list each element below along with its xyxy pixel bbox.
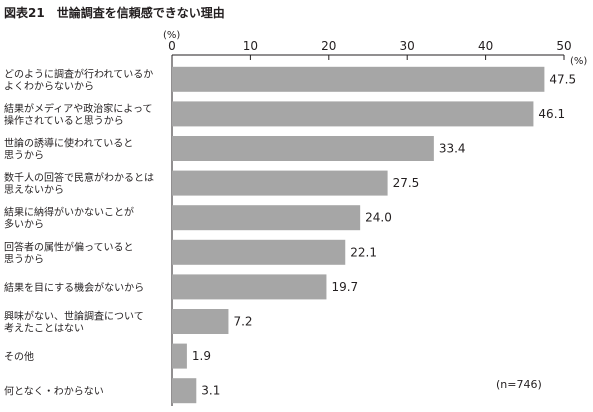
bar bbox=[172, 170, 388, 196]
category-label: 思えないから bbox=[4, 184, 64, 196]
x-tick-label: 50 bbox=[556, 39, 571, 53]
bar-value-label: 47.5 bbox=[549, 72, 576, 86]
category-labels: どのように調査が行われているかよくわからないから結果がメディアや政治家によって操… bbox=[4, 67, 154, 397]
category-label: どのように調査が行われているか bbox=[4, 67, 153, 80]
category-label: 世論の誘導に使われていると bbox=[4, 137, 133, 150]
category-label: 思うから bbox=[4, 150, 44, 162]
x-tick-label: 0 bbox=[168, 39, 176, 53]
bars bbox=[172, 66, 545, 404]
x-tick-label: 30 bbox=[400, 39, 415, 53]
bar bbox=[172, 101, 534, 127]
bar bbox=[172, 239, 346, 265]
x-axis-unit-left: (%) bbox=[163, 30, 180, 41]
value-labels: 47.5 46.1 33.4 27.5 24.0 22.1 19.7 7.2 1.9 3.1 bbox=[192, 72, 576, 397]
chart-title: 図表21 世論調査を信頼感できない理由 bbox=[4, 5, 225, 20]
category-label: 多いから bbox=[4, 218, 44, 231]
x-axis-unit-right: (%) bbox=[570, 56, 587, 67]
bar-value-label: 27.5 bbox=[393, 176, 420, 190]
bar bbox=[172, 205, 361, 231]
bar bbox=[172, 343, 187, 369]
bar bbox=[172, 309, 229, 334]
category-label: 数千人の回答で民意がわかるとは bbox=[4, 171, 154, 184]
category-label: 考えたことはない bbox=[4, 323, 84, 335]
bar bbox=[172, 378, 197, 404]
bar-value-label: 1.9 bbox=[192, 349, 211, 363]
bar bbox=[172, 66, 545, 92]
bar bbox=[172, 274, 327, 300]
category-label: 思うから bbox=[4, 253, 44, 265]
bar-value-label: 46.1 bbox=[538, 107, 565, 121]
bar-value-label: 7.2 bbox=[233, 315, 252, 329]
category-label: 結果を目にする機会がないから bbox=[4, 281, 144, 294]
bar bbox=[172, 136, 434, 161]
category-label: 回答者の属性が偏っていると bbox=[4, 240, 134, 253]
bar-value-label: 22.1 bbox=[350, 245, 377, 259]
bar-value-label: 24.0 bbox=[365, 211, 392, 225]
sample-size-note: (n=746) bbox=[496, 378, 542, 391]
category-label: 操作されていると思うから bbox=[4, 114, 124, 127]
x-tick-label: 20 bbox=[321, 39, 336, 53]
category-label: 興味がない、世論調査について bbox=[4, 310, 144, 323]
bar-value-label: 19.7 bbox=[331, 280, 358, 294]
x-tick-label: 10 bbox=[243, 39, 258, 53]
x-axis-tick-labels: 0 10 20 30 40 50 bbox=[168, 39, 571, 53]
bar-value-label: 3.1 bbox=[201, 384, 220, 398]
category-label: よくわからないから bbox=[4, 80, 94, 92]
category-label: 結果がメディアや政治家によって bbox=[4, 102, 153, 115]
category-label: 結果に納得がいかないことが bbox=[4, 206, 134, 219]
bar-value-label: 33.4 bbox=[439, 142, 466, 156]
x-tick-label: 40 bbox=[478, 39, 493, 53]
category-label: 何となく・わからない bbox=[4, 385, 104, 398]
category-label: その他 bbox=[4, 350, 34, 363]
